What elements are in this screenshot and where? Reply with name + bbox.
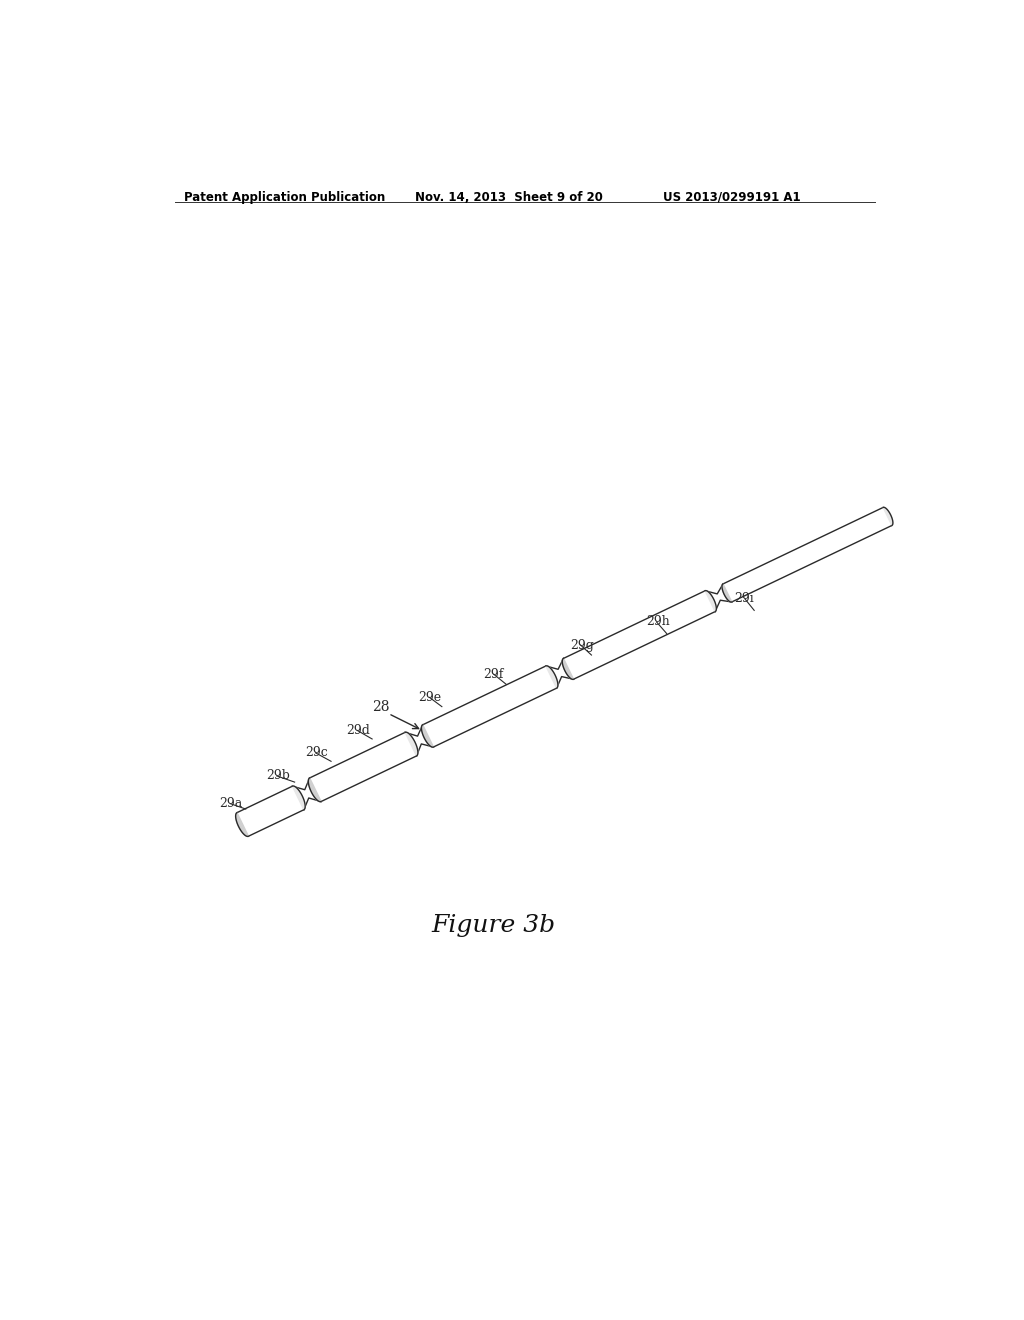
Polygon shape — [546, 665, 558, 688]
Polygon shape — [546, 659, 573, 688]
Polygon shape — [293, 777, 322, 809]
Text: 29b: 29b — [266, 770, 290, 783]
Text: 29h: 29h — [646, 615, 670, 628]
Polygon shape — [722, 583, 732, 602]
Text: Figure 3b: Figure 3b — [431, 915, 555, 937]
Polygon shape — [406, 725, 433, 756]
Text: 29a: 29a — [219, 797, 243, 810]
Text: 29g: 29g — [569, 639, 594, 652]
Polygon shape — [293, 785, 305, 809]
Text: US 2013/0299191 A1: US 2013/0299191 A1 — [663, 191, 801, 203]
Polygon shape — [406, 733, 418, 756]
Text: Patent Application Publication: Patent Application Publication — [183, 191, 385, 203]
Text: 28: 28 — [372, 701, 389, 714]
Polygon shape — [723, 507, 892, 602]
Polygon shape — [562, 659, 573, 680]
Polygon shape — [237, 787, 304, 837]
Polygon shape — [423, 667, 557, 747]
Polygon shape — [309, 733, 417, 801]
Text: Nov. 14, 2013  Sheet 9 of 20: Nov. 14, 2013 Sheet 9 of 20 — [415, 191, 603, 203]
Polygon shape — [236, 813, 249, 837]
Text: 29c: 29c — [305, 746, 328, 759]
Polygon shape — [308, 777, 322, 801]
Text: 29e: 29e — [419, 690, 441, 704]
Polygon shape — [706, 583, 732, 611]
Text: 29i: 29i — [734, 593, 754, 606]
Text: 29f: 29f — [483, 668, 504, 681]
Polygon shape — [422, 725, 433, 747]
Text: 29d: 29d — [346, 723, 371, 737]
Polygon shape — [563, 591, 715, 680]
Polygon shape — [883, 507, 893, 525]
Polygon shape — [706, 590, 717, 611]
